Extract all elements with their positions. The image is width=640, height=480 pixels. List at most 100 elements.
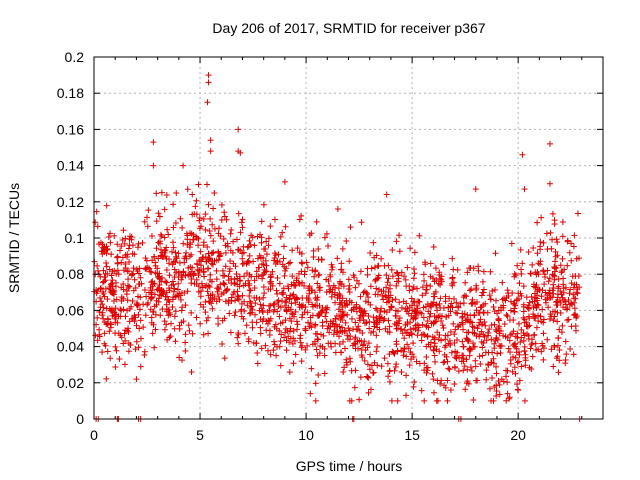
data-point [445,340,452,347]
data-point [420,271,427,278]
data-point [258,218,265,225]
data-point [491,345,498,352]
data-point [340,368,347,375]
data-point [410,265,417,272]
data-point [371,264,378,271]
data-point [201,273,208,280]
data-point [418,310,425,317]
data-point [477,304,484,311]
data-point [393,361,400,368]
data-point [530,245,537,252]
data-point [235,340,242,347]
data-point [186,327,193,334]
data-point [139,239,146,246]
data-point [319,307,326,314]
data-point [156,281,163,288]
data-point [529,298,536,305]
data-point [182,272,189,279]
data-point [203,317,210,324]
data-point [103,375,110,382]
data-point [196,217,203,224]
data-point [274,275,281,282]
data-point [232,297,239,304]
data-point [520,283,527,290]
data-point [255,264,262,271]
data-point [206,298,213,305]
data-point [248,309,255,316]
data-point [152,259,159,266]
data-point [108,251,115,258]
chart-title: Day 206 of 2017, SRMTID for receiver p36… [212,20,485,36]
data-point [559,294,566,301]
data-point [421,360,428,367]
data-point [437,281,444,288]
data-point [182,253,189,260]
data-point [559,219,566,225]
data-point [217,233,224,240]
data-point [257,301,264,308]
data-point [403,372,410,379]
data-point [171,266,178,273]
data-point [445,312,452,319]
data-point [472,300,479,307]
data-point [554,309,561,316]
data-point [126,305,133,312]
data-point [541,281,548,288]
data-point [451,295,458,302]
data-point [491,286,498,293]
data-point [157,312,164,319]
data-point [364,290,371,297]
data-point [156,275,163,282]
data-point [153,301,160,308]
data-point [288,318,295,325]
data-point [293,275,300,282]
data-point [164,336,171,343]
data-point [254,349,261,356]
data-point [163,266,170,273]
data-point [375,272,382,279]
data-point [553,302,560,309]
data-point [254,360,261,367]
data-point [384,279,391,286]
data-point [471,324,478,331]
data-point [407,245,414,252]
data-point [449,274,456,281]
data-point [474,377,481,384]
data-point [238,308,245,315]
data-point [418,387,425,394]
data-point [482,322,489,329]
data-point [567,286,574,293]
data-point [420,304,427,311]
data-point [313,346,320,353]
data-point [275,251,282,258]
data-point [167,333,174,340]
data-point [339,317,346,324]
data-point [338,349,345,356]
data-point [188,309,195,316]
data-point [238,219,245,226]
data-point [189,191,196,198]
data-point [467,265,474,272]
data-point [292,299,299,306]
data-point [118,294,125,301]
x-tick-label: 15 [404,427,420,443]
data-point [209,261,216,268]
data-point [100,247,107,254]
data-point [213,276,220,283]
data-point [286,328,293,335]
data-point [182,331,189,338]
data-point [243,322,250,329]
data-point [423,303,430,310]
data-point [452,354,459,361]
data-point [370,328,377,335]
data-point [562,298,569,305]
data-point [409,286,416,293]
data-point [367,283,374,290]
data-point [134,302,141,309]
data-point [151,254,158,260]
data-point [365,299,372,306]
data-point [206,227,213,234]
data-point [269,268,276,275]
data-point [162,253,169,260]
